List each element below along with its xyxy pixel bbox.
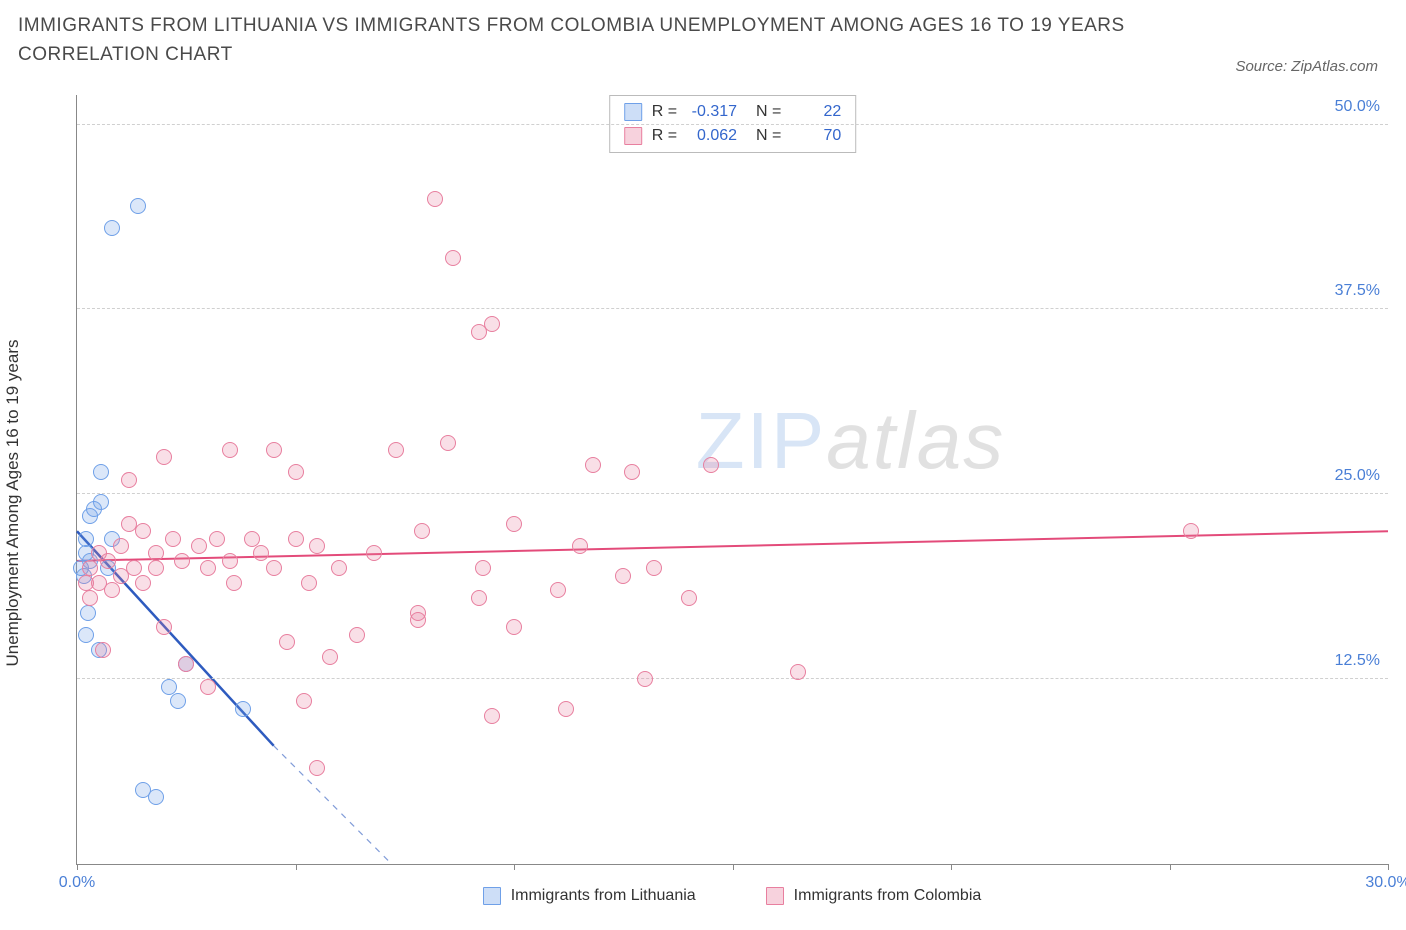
data-point [1183, 523, 1199, 539]
data-point [572, 538, 588, 554]
data-point [301, 575, 317, 591]
data-point [445, 250, 461, 266]
y-tick-label: 25.0% [1335, 467, 1380, 485]
data-point [681, 590, 697, 606]
data-point [78, 531, 94, 547]
data-point [126, 560, 142, 576]
data-point [82, 560, 98, 576]
data-point [148, 545, 164, 561]
data-point [703, 457, 719, 473]
data-point [388, 442, 404, 458]
data-point [790, 664, 806, 680]
y-tick-label: 12.5% [1335, 652, 1380, 670]
data-point [130, 198, 146, 214]
data-point [80, 605, 96, 621]
data-point [471, 590, 487, 606]
legend-item-colombia: Immigrants from Colombia [766, 887, 982, 905]
data-point [209, 531, 225, 547]
data-point [484, 316, 500, 332]
data-point [165, 531, 181, 547]
data-point [253, 545, 269, 561]
data-point [222, 442, 238, 458]
data-point [161, 679, 177, 695]
data-point [615, 568, 631, 584]
chart-container: Unemployment Among Ages 16 to 19 years Z… [18, 95, 1388, 910]
data-point [93, 494, 109, 510]
legend-swatch-lithuania [483, 887, 501, 905]
data-point [484, 708, 500, 724]
data-point [288, 531, 304, 547]
y-tick-label: 50.0% [1335, 98, 1380, 116]
data-point [550, 582, 566, 598]
data-point [309, 538, 325, 554]
data-point [331, 560, 347, 576]
data-point [506, 619, 522, 635]
legend-swatch-lithuania [624, 103, 642, 121]
source-credit: Source: ZipAtlas.com [1235, 58, 1378, 75]
chart-title: IMMIGRANTS FROM LITHUANIA VS IMMIGRANTS … [18, 12, 1138, 69]
data-point [178, 656, 194, 672]
scatter-plot: ZIPatlas R =-0.317 N =22 R =0.062 N =70 … [76, 95, 1388, 865]
data-point [82, 590, 98, 606]
data-point [266, 560, 282, 576]
stats-row-lithuania: R =-0.317 N =22 [624, 100, 842, 124]
data-point [366, 545, 382, 561]
data-point [427, 191, 443, 207]
data-point [104, 220, 120, 236]
legend-item-lithuania: Immigrants from Lithuania [483, 887, 696, 905]
data-point [100, 553, 116, 569]
data-point [113, 538, 129, 554]
stats-row-colombia: R =0.062 N =70 [624, 124, 842, 148]
data-point [410, 605, 426, 621]
data-point [135, 575, 151, 591]
data-point [200, 560, 216, 576]
data-point [349, 627, 365, 643]
data-point [475, 560, 491, 576]
legend-swatch-colombia [624, 127, 642, 145]
data-point [637, 671, 653, 687]
data-point [121, 472, 137, 488]
data-point [309, 760, 325, 776]
data-point [148, 789, 164, 805]
watermark: ZIPatlas [696, 395, 1005, 487]
bottom-legend: Immigrants from Lithuania Immigrants fro… [76, 887, 1388, 905]
data-point [266, 442, 282, 458]
data-point [191, 538, 207, 554]
data-point [104, 582, 120, 598]
data-point [322, 649, 338, 665]
data-point [174, 553, 190, 569]
y-tick-label: 37.5% [1335, 282, 1380, 300]
data-point [156, 449, 172, 465]
data-point [558, 701, 574, 717]
data-point [200, 679, 216, 695]
legend-label: Immigrants from Lithuania [511, 887, 696, 905]
data-point [170, 693, 186, 709]
data-point [506, 516, 522, 532]
data-point [288, 464, 304, 480]
y-axis-label: Unemployment Among Ages 16 to 19 years [3, 339, 23, 666]
data-point [440, 435, 456, 451]
data-point [135, 523, 151, 539]
data-point [585, 457, 601, 473]
data-point [222, 553, 238, 569]
data-point [226, 575, 242, 591]
data-point [296, 693, 312, 709]
data-point [646, 560, 662, 576]
data-point [156, 619, 172, 635]
data-point [235, 701, 251, 717]
data-point [414, 523, 430, 539]
data-point [244, 531, 260, 547]
data-point [93, 464, 109, 480]
trend-lines [77, 95, 1388, 864]
data-point [624, 464, 640, 480]
data-point [148, 560, 164, 576]
data-point [95, 642, 111, 658]
data-point [78, 627, 94, 643]
legend-swatch-colombia [766, 887, 784, 905]
legend-label: Immigrants from Colombia [794, 887, 982, 905]
data-point [279, 634, 295, 650]
